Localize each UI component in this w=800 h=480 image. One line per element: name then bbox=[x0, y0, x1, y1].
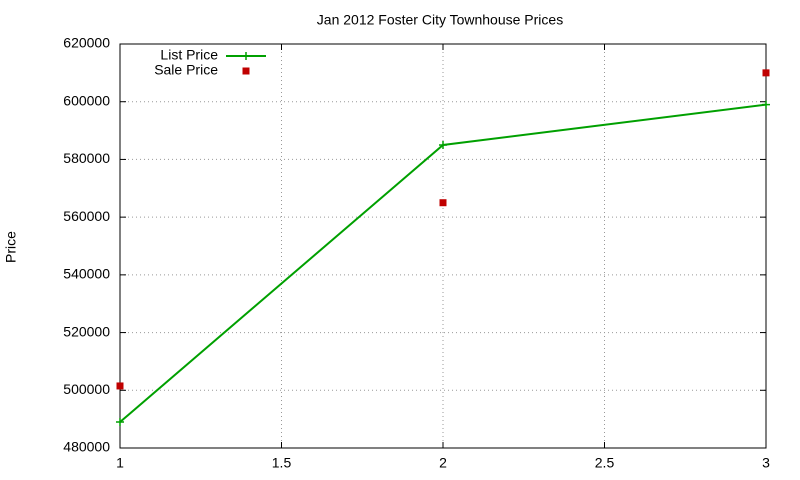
y-axis-label: Price bbox=[3, 231, 19, 263]
legend-marker bbox=[242, 67, 250, 75]
y-tick-label: 540000 bbox=[63, 266, 110, 282]
chart-title: Jan 2012 Foster City Townhouse Prices bbox=[317, 12, 563, 28]
point bbox=[116, 418, 124, 427]
x-tick-label: 3 bbox=[762, 455, 770, 471]
legend-marker bbox=[242, 52, 250, 60]
x-tick-label: 1.5 bbox=[272, 455, 292, 471]
y-tick-label: 500000 bbox=[63, 381, 110, 397]
y-tick-label: 480000 bbox=[63, 439, 110, 455]
x-tick-label: 2.5 bbox=[595, 455, 615, 471]
y-tick-label: 520000 bbox=[63, 323, 110, 339]
point bbox=[762, 69, 770, 77]
point bbox=[439, 141, 447, 149]
x-tick-label: 1 bbox=[116, 455, 124, 471]
point bbox=[116, 382, 124, 390]
x-tick-label: 2 bbox=[439, 455, 447, 471]
legend-label: Sale Price bbox=[154, 62, 218, 78]
y-tick-label: 580000 bbox=[63, 150, 110, 166]
point bbox=[439, 199, 447, 207]
y-tick-label: 560000 bbox=[63, 208, 110, 224]
plot-border bbox=[119, 43, 767, 449]
y-tick-label: 620000 bbox=[63, 35, 110, 51]
y-tick-label: 600000 bbox=[63, 92, 110, 108]
point bbox=[762, 100, 770, 109]
legend-label: List Price bbox=[160, 47, 218, 63]
